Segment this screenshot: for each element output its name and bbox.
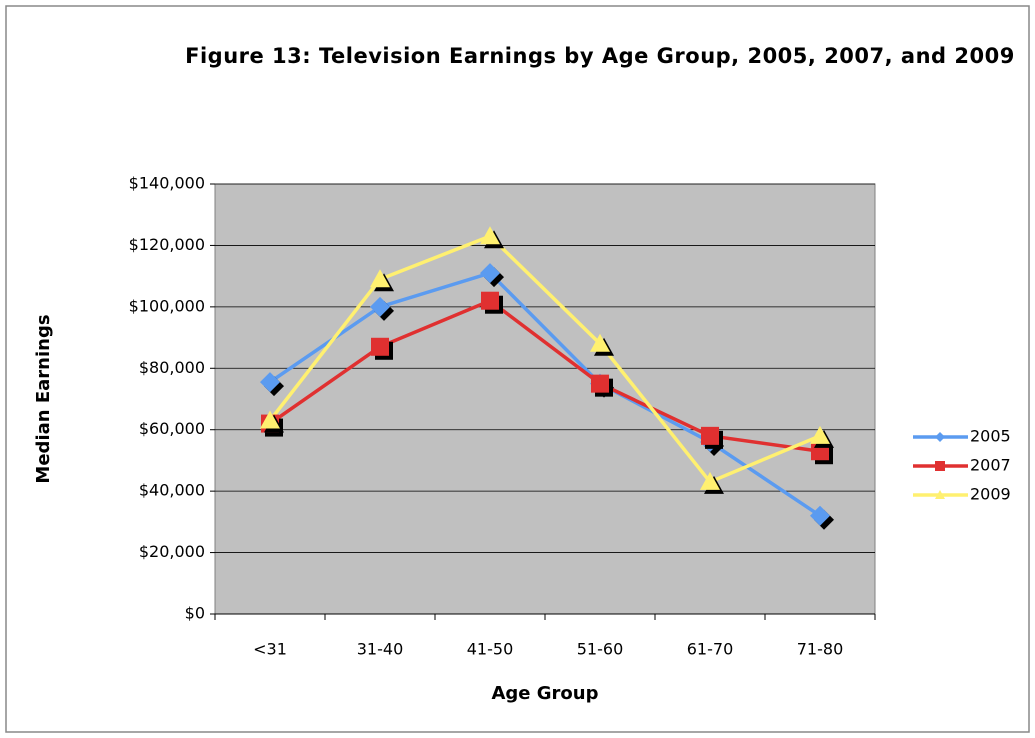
marker (810, 505, 830, 526)
y-tick-label: $140,000 (129, 174, 205, 193)
legend-marker (935, 432, 945, 442)
y-tick-label: $120,000 (129, 235, 205, 254)
marker (260, 372, 280, 393)
x-tick-label: <31 (253, 640, 287, 659)
y-tick-label: $40,000 (139, 481, 205, 500)
marker (480, 226, 500, 245)
marker (700, 471, 720, 490)
legend-label: 2007 (970, 456, 1011, 475)
marker (370, 296, 390, 317)
series-line (268, 298, 821, 453)
legend-label: 2009 (970, 485, 1011, 504)
marker (370, 269, 390, 288)
y-tick-label: $0 (185, 604, 205, 623)
marker (810, 425, 830, 444)
plot-area (214, 183, 876, 615)
legend-label: 2005 (970, 427, 1011, 446)
legend-marker (935, 490, 945, 499)
y-tick-label: $80,000 (139, 358, 205, 377)
marker (480, 263, 500, 284)
marker (701, 426, 719, 445)
x-tick-label: 61-70 (687, 640, 734, 659)
marker (260, 410, 280, 429)
y-axis-label: Median Earnings (33, 314, 54, 483)
y-tick-label: $60,000 (139, 419, 205, 438)
y-tick-label: $100,000 (129, 296, 205, 315)
marker (590, 333, 610, 352)
marker (481, 291, 499, 310)
x-axis-label: Age Group (491, 683, 598, 704)
chart-title: Figure 13: Television Earnings by Age Gr… (185, 44, 1015, 68)
x-tick-label: 41-50 (467, 640, 514, 659)
x-tick-label: 31-40 (357, 640, 404, 659)
x-tick-label: 71-80 (797, 640, 844, 659)
series-line (269, 271, 821, 518)
series-line (268, 234, 821, 485)
marker (591, 374, 609, 393)
legend-marker (935, 461, 945, 471)
y-tick-label: $20,000 (139, 542, 205, 561)
x-tick-label: 51-60 (577, 640, 624, 659)
marker (371, 337, 389, 356)
